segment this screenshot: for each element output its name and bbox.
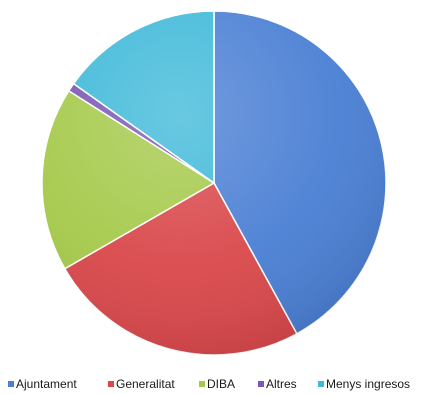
legend: Ajuntament Generalitat DIBA Altres Menys ing… — [8, 377, 410, 391]
legend-item-diba: DIBA — [199, 377, 235, 391]
legend-swatch — [8, 381, 14, 387]
legend-label: Altres — [266, 377, 297, 391]
legend-item-altres: Altres — [258, 377, 297, 391]
legend-label: DIBA — [207, 377, 235, 391]
legend-swatch — [199, 381, 205, 387]
legend-label: Ajuntament — [16, 377, 77, 391]
legend-swatch — [258, 381, 264, 387]
legend-item-generalitat: Generalitat — [108, 377, 175, 391]
legend-swatch — [108, 381, 114, 387]
legend-swatch — [318, 381, 324, 387]
legend-item-menys-ingresos: Menys ingresos — [318, 377, 410, 391]
legend-label: Menys ingresos — [326, 377, 410, 391]
legend-label: Generalitat — [116, 377, 175, 391]
legend-item-ajuntament: Ajuntament — [8, 377, 77, 391]
pie-slices — [41, 10, 387, 356]
